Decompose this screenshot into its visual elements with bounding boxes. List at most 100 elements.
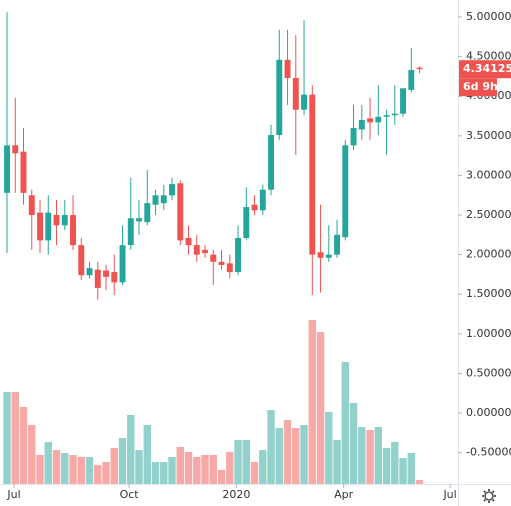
- candle-body: [416, 67, 423, 70]
- candle-body: [317, 252, 324, 258]
- candle-body: [45, 212, 52, 241]
- volume-bar: [374, 427, 383, 484]
- candle-body: [86, 268, 93, 276]
- candle-body: [94, 269, 101, 288]
- candle-body: [111, 272, 118, 283]
- volume-bar: [160, 462, 168, 484]
- last-price-box: [459, 60, 511, 79]
- volume-bar: [349, 403, 358, 484]
- volume-bar: [135, 450, 143, 484]
- volume-bar: [308, 320, 317, 484]
- volume-bar: [3, 392, 11, 484]
- volume-bar: [193, 457, 201, 484]
- y-tick-label: 1.00000: [466, 327, 511, 340]
- candle-body: [144, 203, 151, 223]
- candle-body: [61, 215, 68, 226]
- volume-bar: [234, 440, 242, 484]
- volume-bar: [94, 465, 102, 484]
- candle-body: [309, 94, 316, 255]
- volume-bar: [382, 448, 391, 484]
- y-tick-label: 2.50000: [466, 208, 511, 221]
- x-tick-label: 2020: [222, 488, 250, 501]
- candle-body: [259, 189, 266, 211]
- volume-bar: [366, 430, 374, 484]
- volume-bar: [300, 425, 308, 484]
- volume-bar: [19, 407, 28, 484]
- volume-bar: [316, 332, 325, 484]
- volume-bar: [11, 392, 19, 484]
- gear-hub: [484, 491, 494, 501]
- candle-body: [12, 145, 19, 154]
- candle-body: [78, 245, 85, 276]
- volume-bar: [333, 440, 341, 484]
- volume-bar: [28, 425, 36, 484]
- volume-bar: [36, 455, 44, 484]
- volume-bar: [226, 452, 234, 484]
- settings-icon[interactable]: [482, 489, 496, 503]
- volume-bar: [391, 442, 399, 484]
- countdown-label: 6d 9h: [463, 80, 498, 93]
- x-tick-label: Jul: [6, 488, 20, 501]
- volume-bar: [259, 450, 267, 484]
- candle-body: [193, 245, 200, 255]
- candle-body: [226, 263, 233, 273]
- candle-body: [160, 195, 167, 204]
- candle-body: [119, 245, 126, 283]
- volume-bar: [143, 425, 151, 484]
- x-tick-label: Apr: [334, 488, 354, 501]
- volume-bar: [242, 440, 250, 484]
- volume-bar: [341, 362, 350, 484]
- candle-body: [28, 195, 35, 216]
- candle-body: [127, 218, 134, 246]
- candle-body: [276, 59, 283, 136]
- volume-bar: [283, 420, 292, 484]
- volume-bar: [168, 457, 176, 484]
- candle-body: [177, 183, 184, 241]
- candle-body: [284, 59, 291, 79]
- volume-bar: [184, 452, 193, 484]
- volume-bar: [201, 455, 209, 484]
- volume-bar: [151, 462, 160, 484]
- volume-bar: [275, 428, 284, 484]
- candle-body: [243, 207, 250, 239]
- volume-bar: [110, 448, 118, 484]
- candle-body: [251, 204, 258, 211]
- volume-bar: [69, 455, 77, 484]
- candles: [4, 12, 423, 300]
- candle-body: [334, 234, 341, 255]
- y-tick-label: 2.00000: [466, 248, 511, 261]
- y-tick-label: 4.50000: [466, 50, 511, 63]
- candle-body: [70, 215, 76, 246]
- candle-body: [325, 254, 332, 258]
- volume-bars: [3, 320, 424, 484]
- candle-body: [350, 127, 357, 146]
- volume-bar: [209, 455, 217, 484]
- x-tick-label: Jul: [442, 488, 456, 501]
- y-tick-label: 1.50000: [466, 287, 511, 300]
- volume-bar: [176, 447, 184, 484]
- candle-body: [20, 151, 27, 193]
- y-tick-label: 3.50000: [466, 129, 511, 142]
- y-tick-label: 5.00000: [466, 10, 511, 23]
- candle-body: [268, 135, 275, 190]
- candle-body: [136, 218, 142, 222]
- candle-body: [301, 94, 308, 110]
- volume-bar: [399, 458, 407, 484]
- volume-bar: [292, 428, 300, 484]
- volume-bar: [77, 457, 85, 484]
- volume-bar: [407, 453, 416, 484]
- candle-body: [169, 184, 175, 196]
- volume-bar: [358, 427, 366, 484]
- candle-body: [400, 88, 407, 114]
- candle-body: [367, 118, 374, 123]
- y-tick-label: 0.50000: [466, 366, 511, 379]
- candle-body: [342, 145, 349, 238]
- y-tick-label: 3.00000: [466, 168, 511, 181]
- candle-body: [37, 212, 43, 241]
- volume-bar: [102, 462, 110, 484]
- candle-body: [53, 215, 60, 226]
- x-tick-label: Oct: [120, 488, 140, 501]
- candle-body: [218, 261, 225, 265]
- candle-body: [292, 78, 299, 110]
